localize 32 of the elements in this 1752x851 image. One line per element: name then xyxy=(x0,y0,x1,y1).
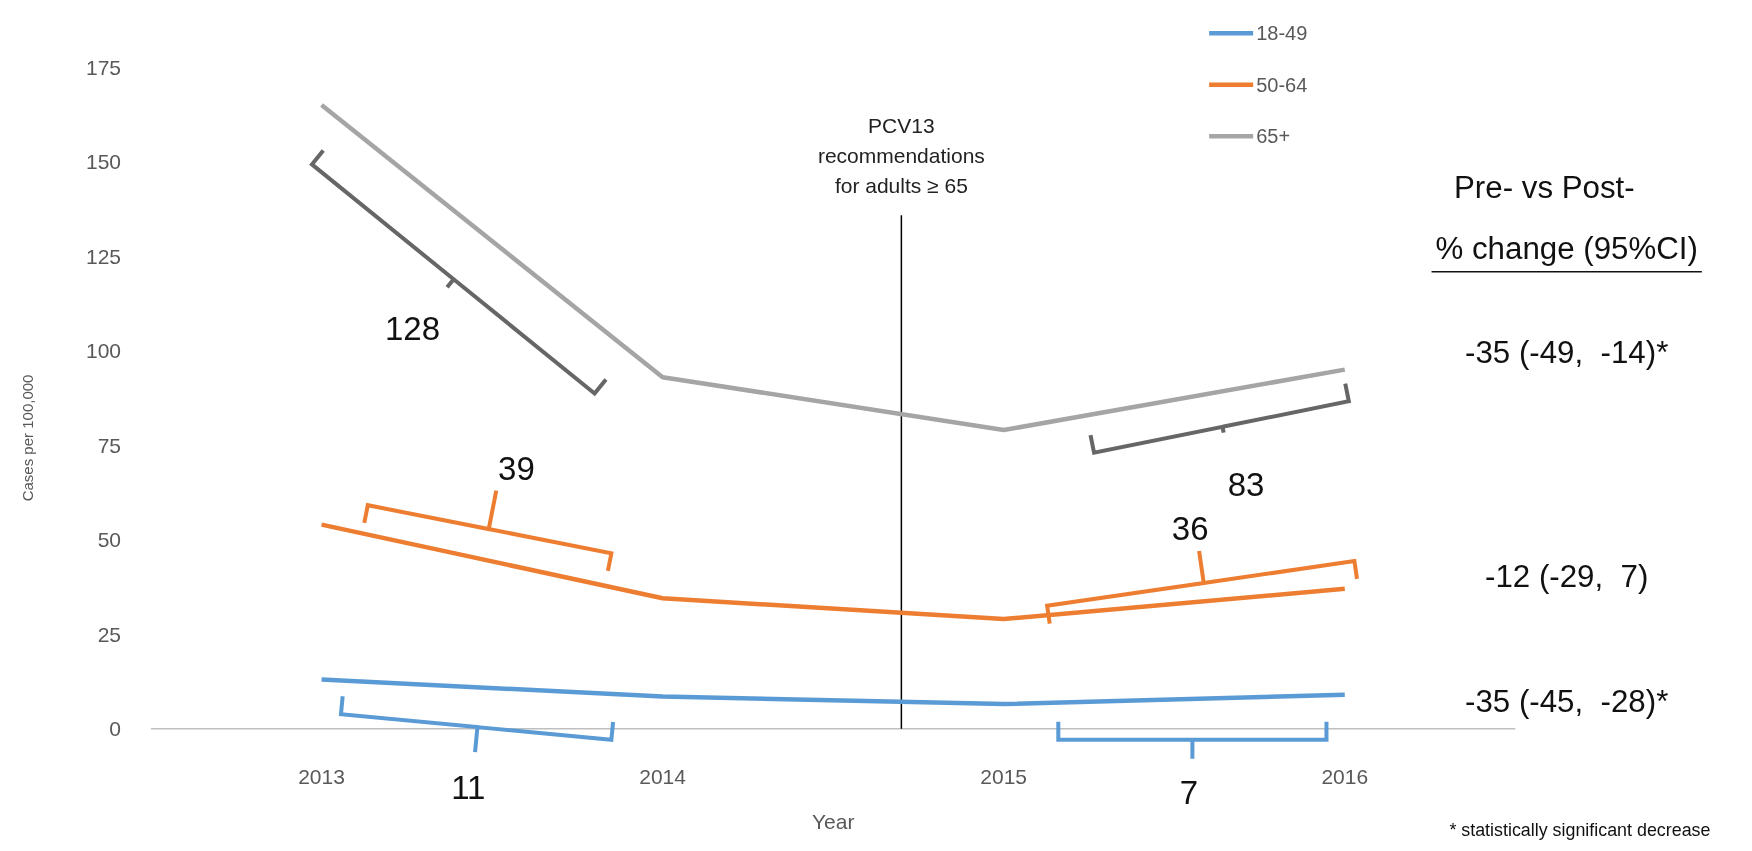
annotation: 83 xyxy=(1227,465,1265,503)
annotation: -35 (-45, -28)* xyxy=(1465,683,1669,719)
x-tick-label: 2015 xyxy=(980,764,1028,788)
y-tick-label: 175 xyxy=(85,55,122,79)
legend-label: 50-64 xyxy=(1256,73,1308,96)
text: 7 xyxy=(1179,773,1199,811)
legend-label: 65+ xyxy=(1256,125,1291,148)
y-tick-label: 0 xyxy=(109,717,122,741)
y-axis-title: Cases per 100,000 xyxy=(18,374,36,502)
annotation: 39 xyxy=(498,449,535,487)
x-tick-label: 2016 xyxy=(1321,764,1369,788)
line-series xyxy=(319,677,1348,707)
text: * statistically significant decrease xyxy=(1449,819,1711,840)
annotation: % change (95%CI) xyxy=(1435,231,1698,267)
text: 11 xyxy=(451,769,486,807)
x-tick-label: 2014 xyxy=(639,764,687,788)
ref-line-label: PCV13 recommendations for adults ≥ 65 xyxy=(817,114,985,198)
y-tick-label: 50 xyxy=(97,528,122,552)
annotation: -12 (-29, 7) xyxy=(1485,558,1649,594)
annotation: -35 (-49, -14)* xyxy=(1465,335,1669,371)
annotation: 36 xyxy=(1171,510,1209,548)
y-tick-label: 25 xyxy=(97,622,122,646)
y-tick-label: 150 xyxy=(85,150,122,174)
y-tick-label: 75 xyxy=(97,433,122,457)
x-axis-title: Year xyxy=(811,809,855,833)
x-tick-label: 2013 xyxy=(298,764,345,788)
legend-label: 18-49 xyxy=(1256,22,1308,45)
y-tick-label: 100 xyxy=(85,339,122,363)
y-tick-label: 125 xyxy=(85,244,122,268)
annotation: 128 xyxy=(384,310,441,348)
annotation: Pre- vs Post- xyxy=(1454,169,1635,205)
line-series xyxy=(319,102,1348,433)
